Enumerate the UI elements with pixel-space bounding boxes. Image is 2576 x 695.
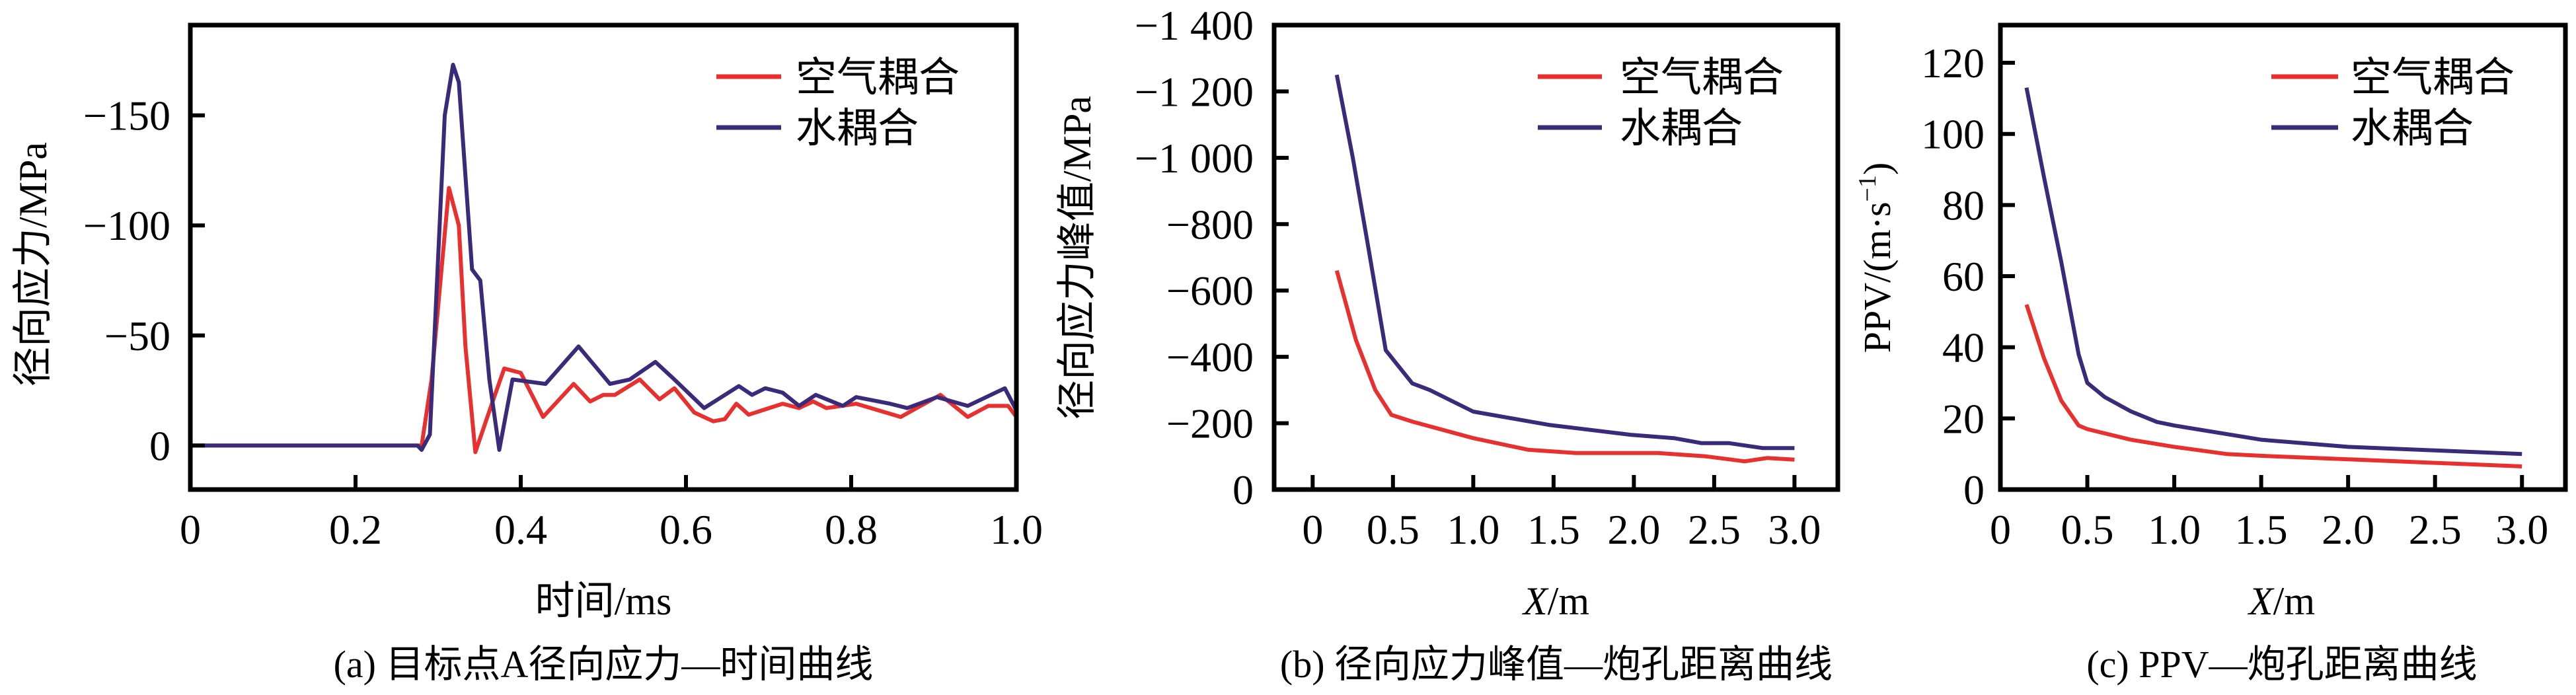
- chart-a-xtick-label: 0.4: [494, 506, 547, 553]
- chart-b: 径向应力峰值/MPa X/m (b) 径向应力峰值—炮孔距离曲线 0 0.5 1.0…: [1055, 2, 1840, 686]
- chart-b-xtick-label: 0.5: [1367, 506, 1420, 553]
- chart-b-ytick-label: −400: [1166, 334, 1254, 381]
- chart-b-xtick-label: 2.5: [1688, 506, 1741, 553]
- chart-a: 径向应力/MPa 时间/ms (a) 目标点A径向应力—时间曲线 0 0.2 0.4…: [11, 22, 1043, 686]
- chart-c-ytick-label: 40: [1942, 324, 1985, 371]
- chart-a-series-air-line: [190, 186, 1018, 455]
- chart-b-ylabel: 径向应力峰值/MPa: [1055, 96, 1099, 420]
- chart-c-xtick-label: 2.0: [2322, 506, 2374, 553]
- chart-b-caption: (b) 径向应力峰值—炮孔距离曲线: [1280, 643, 1833, 686]
- chart-b-xlabel-var: X: [1522, 579, 1549, 623]
- chart-b-xtick-label: 1.5: [1527, 506, 1580, 553]
- chart-a-legend-water-label: 水耦合: [796, 106, 919, 151]
- chart-c-xtick-label: 2.5: [2409, 506, 2462, 553]
- chart-c-ylabel: PPV/(m·s−1): [1854, 163, 1899, 353]
- chart-c-ytick-label: 60: [1942, 253, 1985, 300]
- chart-b-series-water-line: [1334, 74, 1795, 451]
- chart-c-ytick-label: 80: [1942, 182, 1985, 229]
- chart-c-caption: (c) PPV—炮孔距离曲线: [2086, 643, 2477, 686]
- chart-b-ytick-label: −800: [1166, 201, 1254, 248]
- chart-a-ytick-label: −50: [104, 312, 170, 359]
- chart-c-ytick-label: 100: [1921, 111, 1985, 158]
- chart-b-series-air-line: [1334, 270, 1795, 464]
- chart-c-ytick-label: 0: [1963, 466, 1985, 513]
- chart-a-xtick-label: 0.2: [329, 506, 382, 553]
- chart-c-ylabel-main: PPV/(m·s: [1856, 201, 1899, 353]
- chart-c-legend-air-label: 空气耦合: [2351, 55, 2515, 100]
- chart-c: PPV/(m·s−1) X/m (c) PPV—炮孔距离曲线 0 0.5 1.0 1.…: [1854, 22, 2568, 686]
- chart-c-ytick-label: 20: [1942, 395, 1985, 442]
- chart-b-ytick-label: −1 200: [1135, 68, 1254, 115]
- chart-a-plot-frame: [188, 22, 1019, 492]
- chart-c-xtick-label: 1.0: [2148, 506, 2201, 553]
- chart-c-ytick-label: 120: [1921, 40, 1985, 87]
- chart-a-xtick-label: 0.6: [660, 506, 712, 553]
- chart-b-ytick-label: −200: [1166, 400, 1254, 447]
- chart-c-xtick-label: 0.5: [2061, 506, 2114, 553]
- chart-a-series-water-line: [190, 63, 1018, 452]
- chart-c-xlabel-var: X: [2248, 579, 2275, 623]
- chart-a-xtick-label: 0.8: [825, 506, 878, 553]
- chart-a-ytick-label: −150: [83, 92, 170, 139]
- chart-a-xtick-label: 1.0: [990, 506, 1043, 553]
- chart-a-xtick-label: 0: [180, 506, 201, 553]
- chart-a-legend-air-label: 空气耦合: [796, 55, 960, 100]
- chart-c-xlabel: X/m: [2248, 579, 2315, 623]
- chart-b-xtick-label: 3.0: [1768, 506, 1821, 553]
- chart-a-ytick-label: −100: [83, 202, 170, 249]
- chart-b-xlabel-unit: /m: [1548, 579, 1589, 623]
- chart-a-ytick-label: 0: [149, 422, 170, 469]
- chart-b-xtick-label: 2.0: [1607, 506, 1660, 553]
- chart-c-series-air-line: [2024, 304, 2522, 468]
- chart-b-ytick-label: −600: [1166, 268, 1254, 314]
- chart-c-ylabel-sup: −1: [1854, 175, 1881, 201]
- chart-b-ytick-label: −1 000: [1135, 135, 1254, 182]
- chart-c-legend-water-label: 水耦合: [2351, 106, 2474, 151]
- chart-c-xtick-label: 3.0: [2495, 506, 2548, 553]
- chart-b-xtick-label: 0: [1302, 506, 1323, 553]
- chart-c-ylabel-end: ): [1856, 163, 1899, 175]
- chart-c-xlabel-unit: /m: [2273, 579, 2315, 623]
- chart-a-xlabel: 时间/ms: [535, 579, 672, 623]
- chart-b-legend-water-label: 水耦合: [1620, 106, 1743, 151]
- chart-b-xtick-label: 1.0: [1447, 506, 1499, 553]
- chart-b-legend-air-label: 空气耦合: [1620, 55, 1784, 100]
- chart-c-xtick-label: 1.5: [2235, 506, 2288, 553]
- chart-c-series-water-line: [2024, 87, 2522, 457]
- chart-b-ytick-label: −1 400: [1135, 2, 1254, 49]
- chart-b-xlabel: X/m: [1522, 579, 1589, 623]
- chart-b-plot-frame: [1271, 22, 1840, 492]
- chart-c-plot-frame: [1998, 22, 2568, 492]
- chart-b-ytick-label: 0: [1232, 466, 1254, 513]
- chart-c-xtick-label: 0: [1990, 506, 2011, 553]
- chart-a-caption: (a) 目标点A径向应力—时间曲线: [334, 643, 874, 686]
- chart-a-ylabel: 径向应力/MPa: [11, 142, 55, 386]
